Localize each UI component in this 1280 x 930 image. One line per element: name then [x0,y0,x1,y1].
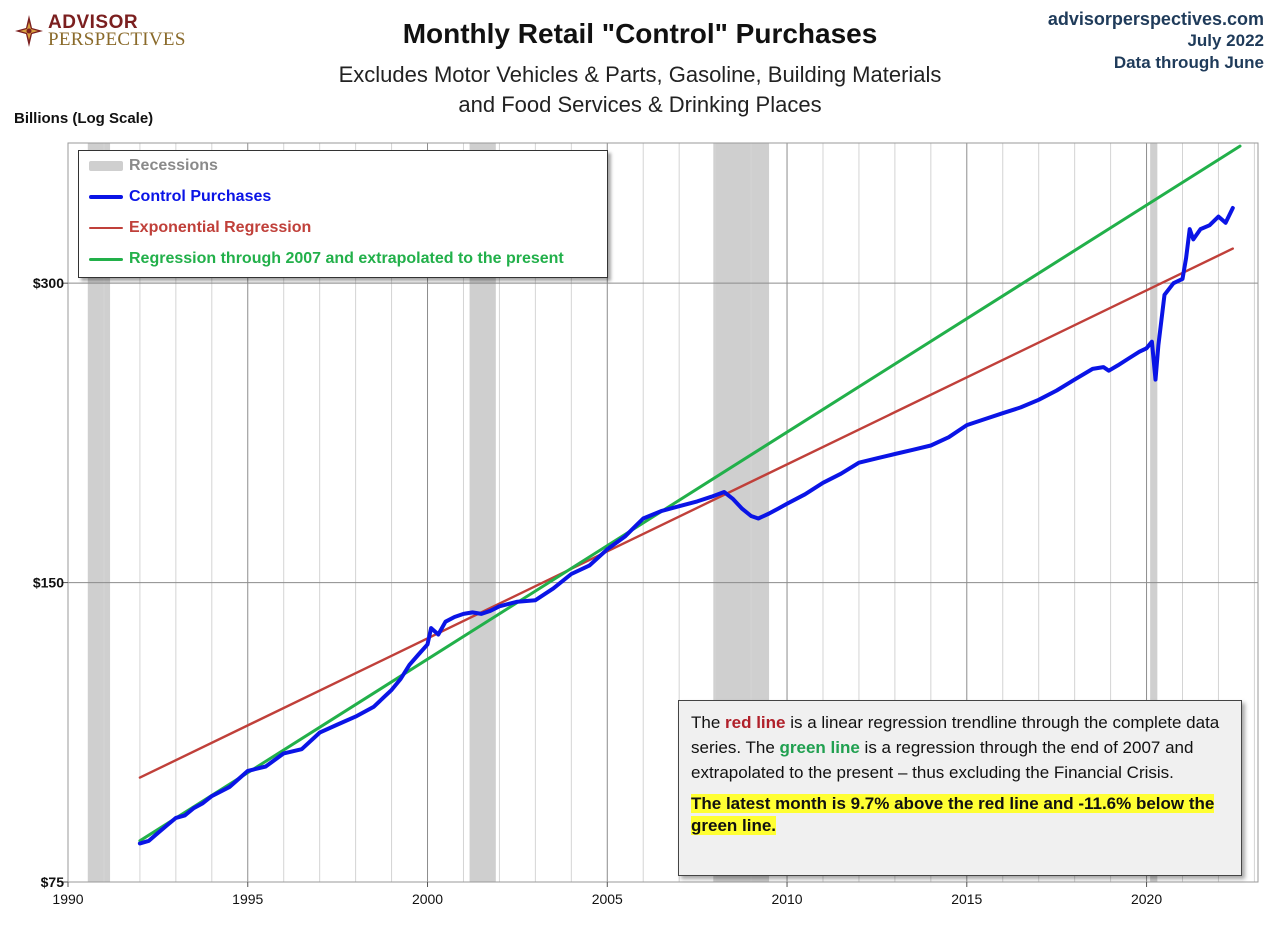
subtitle-line-1: Excludes Motor Vehicles & Parts, Gasolin… [338,62,942,87]
y-tick-label-75: $75 [41,874,65,890]
annotation-highlight-block: The latest month is 9.7% above the red l… [691,793,1229,837]
x-tick-label-2015: 2015 [951,891,982,907]
source-date: July 2022 [1187,31,1264,50]
x-tick-label-2005: 2005 [592,891,623,907]
y-axis-label: Billions (Log Scale) [14,110,154,127]
legend-label-recessions: Recessions [129,157,218,174]
series-lines [137,144,1242,846]
legend: Recessions Control Purchases Exponential… [78,150,608,278]
x-tick-label-1995: 1995 [232,891,263,907]
x-tick-label-2010: 2010 [771,891,802,907]
chart-title: Monthly Retail "Control" Purchases [402,18,878,49]
plot-frame [67,142,1259,883]
annotation-text: The red line is a linear regression tren… [691,713,1220,782]
legend-item-control: Control Purchases [89,185,271,209]
red-line-label: red line [725,713,786,732]
legend-label-control: Control Purchases [129,188,272,205]
series-control-purchases [137,206,1235,846]
subtitle-line-2: and Food Services & Drinking Places [458,92,822,117]
legend-label-green: Regression through 2007 and extrapolated… [129,250,564,267]
x-tick-label-2020: 2020 [1131,891,1162,907]
logo-text-line-1: ADVISOR [48,12,139,33]
x-tick-label-2000: 2000 [412,891,443,907]
legend-swatch-recessions [89,161,123,171]
legend-swatch-control [89,195,123,199]
y-axis-ticks: $75 $150 $300 [33,275,68,890]
annotation-box: The red line is a linear regression tren… [678,700,1242,876]
source-site: advisorperspectives.com [1047,9,1264,29]
legend-label-exponential: Exponential Regression [129,219,312,236]
recession-band-0 [87,143,111,882]
x-tick-label-1990: 1990 [52,891,83,907]
y-tick-label-300: $300 [33,275,64,291]
recession-band-3 [1150,143,1158,882]
advisor-perspectives-logo: ADVISOR PERSPECTIVES [14,12,204,52]
legend-swatch-green [89,257,123,261]
series-exponential-regression [138,247,1235,779]
y-tick-label-150: $150 [33,575,64,591]
legend-item-recessions: Recessions [89,154,218,178]
legend-item-green: Regression through 2007 and extrapolated… [89,247,564,271]
series-regression-through-2007 [138,144,1242,843]
annotation-highlight: The latest month is 9.7% above the red l… [691,794,1215,835]
x-axis-ticks: 1990 1995 2000 2005 2010 2015 2020 [52,882,1162,907]
chart-subtitle: Excludes Motor Vehicles & Parts, Gasolin… [290,60,990,120]
legend-swatch-exponential [89,227,123,229]
green-line-label: green line [779,738,860,757]
compass-icon [15,15,43,47]
logo-text-line-2: PERSPECTIVES [48,29,186,50]
source-coverage: Data through June [1113,53,1264,72]
source-block: advisorperspectives.com July 2022 Data t… [1048,8,1264,74]
legend-item-exponential: Exponential Regression [89,216,311,240]
